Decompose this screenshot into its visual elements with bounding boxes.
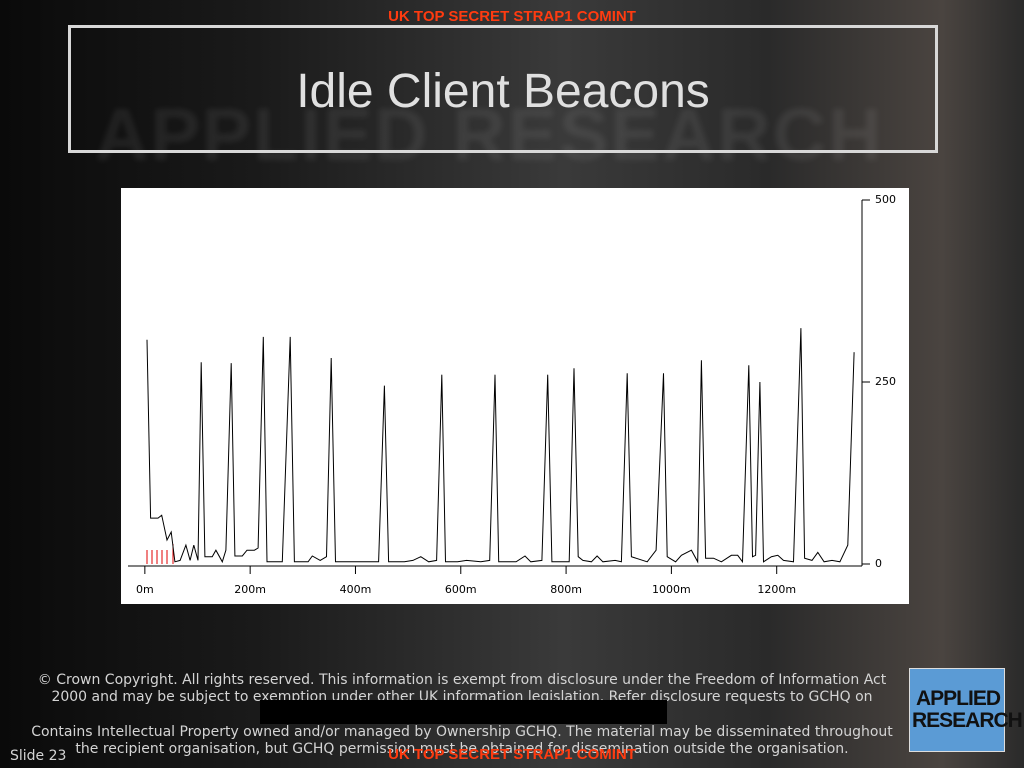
logo-text: APPLIED [915, 687, 1001, 710]
y-tick-label: 250 [875, 375, 896, 388]
y-tick-label: 0 [875, 557, 882, 570]
ip-notice: Contains Intellectual Property owned and… [31, 724, 893, 757]
slide-number: Slide 23 [10, 748, 67, 764]
x-tick-label: 0m [136, 583, 154, 596]
chart: 0m 200m 400m 600m 800m 1000m 1200m 0 250 500 [121, 188, 909, 604]
y-tick-label: 500 [875, 193, 896, 206]
logo: APPLIED RESEARCH [909, 668, 1023, 752]
redaction [260, 700, 667, 724]
x-tick-label: 1200m [757, 583, 796, 596]
x-tick-label: 200m [234, 583, 266, 596]
slide-title: Idle Client Beacons [296, 65, 710, 118]
watermark: APPLIED RESEARCH [95, 93, 884, 176]
classification: UK TOP SECRET STRAP1 COMINT [388, 8, 636, 25]
copyright: © Crown Copyright. All rights reserved. … [37, 672, 887, 705]
chart-background [121, 188, 909, 604]
logo-text: RESEARCH [912, 709, 1023, 732]
x-tick-label: 600m [445, 583, 477, 596]
x-tick-label: 1000m [652, 583, 691, 596]
x-tick-label: 400m [340, 583, 372, 596]
classification: UK TOP SECRET STRAP1 COMINT [388, 746, 636, 763]
data-line [146, 328, 855, 564]
title-box [68, 25, 938, 153]
x-tick-label: 800m [550, 583, 582, 596]
